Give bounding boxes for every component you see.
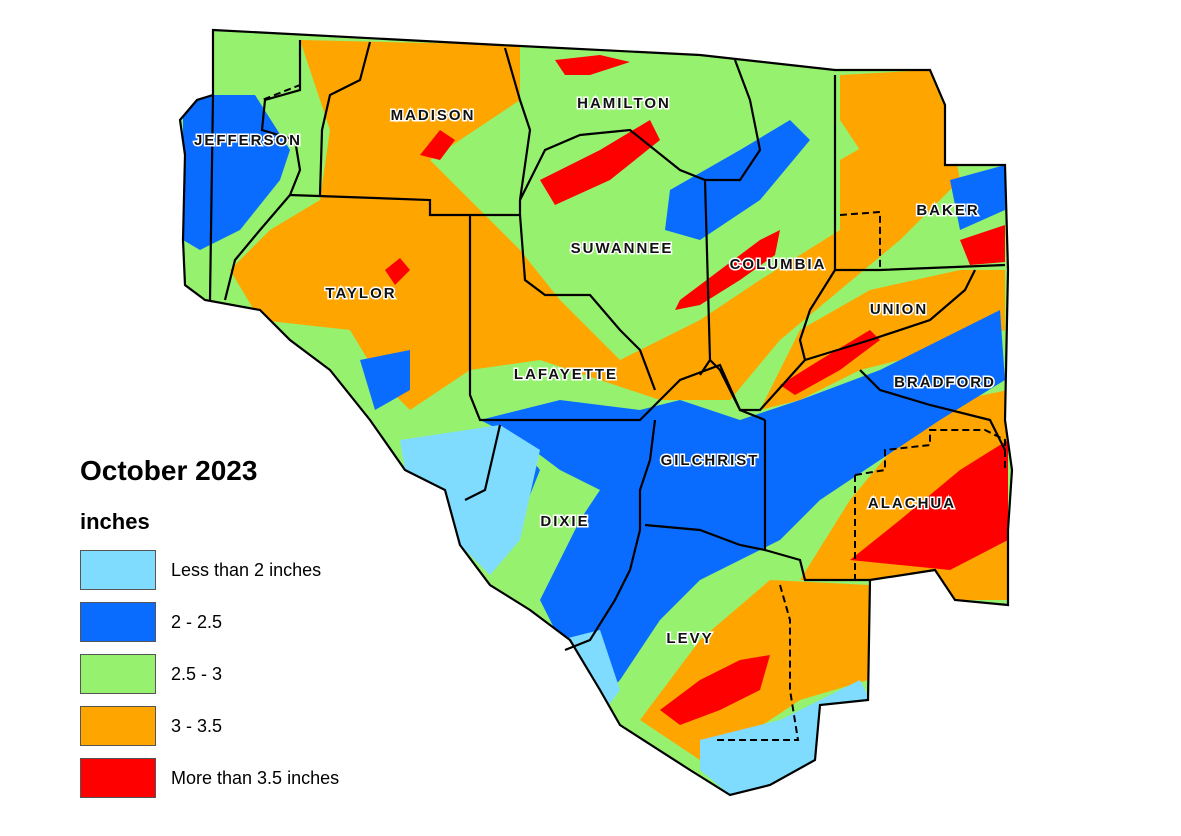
legend-label: Less than 2 inches bbox=[171, 559, 322, 580]
boundary-madison-hamilton bbox=[318, 41, 372, 196]
boundary-gilchrist-west bbox=[669, 363, 766, 422]
legend: October 2023 inches Less than 2 inches 2… bbox=[80, 455, 339, 809]
legend-swatch bbox=[80, 602, 156, 642]
legend-swatch bbox=[80, 758, 156, 798]
dashed-alachua bbox=[854, 429, 1006, 476]
boundary-suwannee bbox=[519, 128, 712, 376]
label-jefferson: JEFFERSON bbox=[194, 132, 302, 149]
legend-units: inches bbox=[80, 509, 150, 534]
zone-red-suwannee bbox=[540, 120, 660, 205]
legend-item: 2.5 - 3 bbox=[80, 653, 339, 695]
label-hamilton: HAMILTON bbox=[577, 95, 671, 112]
label-alachua: ALACHUA bbox=[868, 495, 956, 512]
legend-item: Less than 2 inches bbox=[80, 549, 339, 591]
boundary-suwannee-lafayette bbox=[518, 214, 657, 391]
boundary-taylor-north bbox=[289, 193, 522, 217]
boundary-union-bradford bbox=[804, 269, 976, 362]
legend-item: 2 - 2.5 bbox=[80, 601, 339, 643]
dashed-jefferson bbox=[261, 40, 301, 101]
dashed-baker bbox=[839, 210, 881, 270]
label-dixie: DIXIE bbox=[540, 513, 589, 530]
boundary-bradford bbox=[859, 369, 1006, 451]
legend-rows: Less than 2 inches 2 - 2.5 2.5 - 3 3 - 3… bbox=[80, 549, 339, 799]
boundary-jefferson-madison bbox=[260, 40, 302, 196]
boundary-union bbox=[709, 269, 836, 412]
county-labels: JEFFERSON MADISON HAMILTON SUWANNEE COLU… bbox=[192, 94, 996, 649]
boundary-jefferson-west bbox=[208, 94, 215, 301]
zone-red-northedge bbox=[555, 55, 630, 75]
zone-blue-taylor-coast bbox=[360, 350, 410, 410]
boundary-dixie-lafayette-coast bbox=[464, 424, 502, 501]
label-baker: BAKER bbox=[916, 202, 979, 219]
legend-item: 3 - 3.5 bbox=[80, 705, 339, 747]
boundary-gilchrist-east bbox=[644, 420, 767, 552]
county-boundaries bbox=[178, 28, 1014, 797]
dashed-levy bbox=[715, 584, 800, 741]
legend-swatch bbox=[80, 550, 156, 590]
zone-red-taylor bbox=[385, 258, 410, 285]
legend-label: More than 3.5 inches bbox=[171, 767, 340, 788]
label-gilchrist: GILCHRIST bbox=[661, 452, 760, 469]
zone-red-columbia bbox=[675, 230, 780, 310]
boundary-hamilton-east bbox=[705, 59, 762, 182]
boundary-dixie-levy bbox=[564, 529, 642, 652]
label-union: UNION bbox=[870, 301, 928, 318]
zone-lightblue-coast bbox=[400, 425, 540, 575]
city-boundaries bbox=[261, 40, 1006, 741]
zone-blue-jefferson bbox=[183, 95, 290, 250]
legend-label: 3 - 3.5 bbox=[171, 715, 223, 736]
boundary-jefferson-taylor bbox=[223, 194, 291, 301]
legend-swatch bbox=[80, 706, 156, 746]
legend-swatch bbox=[80, 654, 156, 694]
boundary-alachua-levy bbox=[764, 548, 870, 582]
label-levy: LEVY bbox=[666, 630, 713, 647]
label-suwannee: SUWANNEE bbox=[571, 240, 674, 257]
label-lafayette: LAFAYETTE bbox=[514, 366, 618, 383]
label-taylor: TAYLOR bbox=[325, 285, 396, 302]
boundary-madison-east bbox=[503, 47, 532, 201]
legend-item: More than 3.5 inches bbox=[80, 757, 339, 799]
zone-blue-central bbox=[480, 310, 1005, 700]
zone-lightblue-levy bbox=[700, 680, 870, 795]
zone-red-baker bbox=[960, 225, 1005, 265]
boundary-taylor-lafayette bbox=[468, 215, 671, 422]
label-bradford: BRADFORD bbox=[894, 374, 996, 391]
legend-label: 2 - 2.5 bbox=[171, 611, 223, 632]
label-columbia: COLUMBIA bbox=[730, 256, 827, 273]
boundary-dixie-gilchrist bbox=[638, 419, 657, 530]
zone-red-union bbox=[780, 330, 880, 395]
map-title: October 2023 bbox=[80, 455, 258, 486]
zone-red-madison bbox=[420, 130, 455, 160]
label-madison: MADISON bbox=[391, 107, 476, 124]
legend-label: 2.5 - 3 bbox=[171, 663, 223, 684]
boundary-columbia-baker bbox=[833, 75, 1006, 272]
zone-blue-baker bbox=[950, 165, 1005, 230]
zone-red-alachua bbox=[850, 440, 1008, 570]
zone-orange-northeast bbox=[840, 70, 945, 170]
zone-red-levy bbox=[660, 655, 770, 725]
zone-orange-north bbox=[230, 40, 960, 410]
